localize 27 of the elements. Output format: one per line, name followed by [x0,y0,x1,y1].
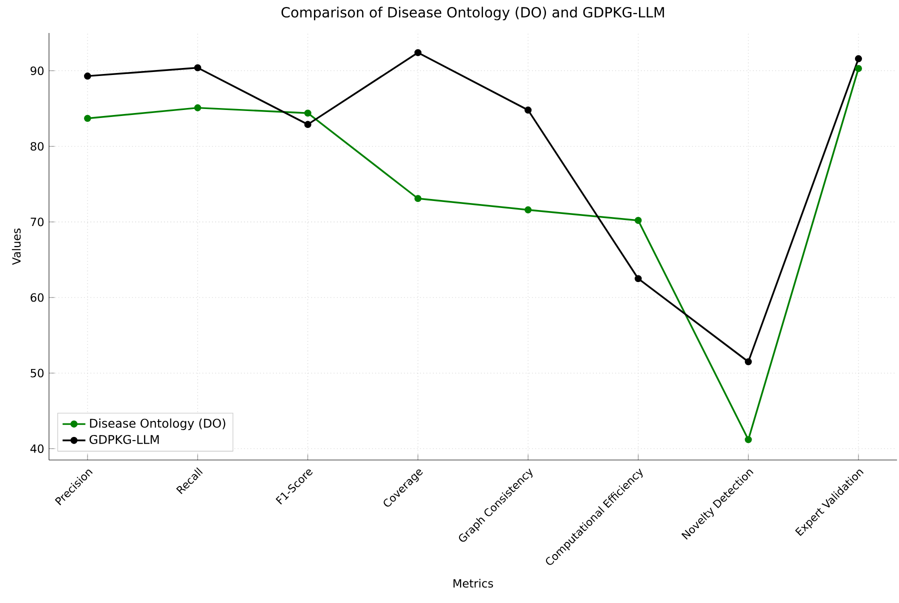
y-tick-label: 80 [30,142,44,151]
y-tick-label: 50 [30,368,44,378]
point [634,275,642,282]
point [744,358,752,366]
point [414,49,422,56]
point [854,64,862,72]
legend-label: GDPKG-LLM [90,434,159,444]
x-axis-title: Metrics [454,578,494,588]
chart-title: Comparison of Disease Ontology (DO) and GDPKG-LLM [282,6,664,20]
point [304,120,312,128]
y-tick-label: 90 [30,66,44,76]
point [414,194,422,202]
point [84,72,92,80]
point [194,104,202,112]
point [524,206,532,214]
point [744,436,752,444]
legend-label: Disease Ontology (DO) [90,418,226,430]
point [854,55,862,62]
y-tick-label: 40 [30,444,44,453]
y-tick-label: 70 [30,218,44,226]
point [304,110,312,117]
point [194,64,202,72]
point [634,216,642,224]
point [524,106,532,114]
y-tick-label: 60 [30,293,44,302]
point [84,114,92,122]
y-axis-title: Values [12,228,21,265]
